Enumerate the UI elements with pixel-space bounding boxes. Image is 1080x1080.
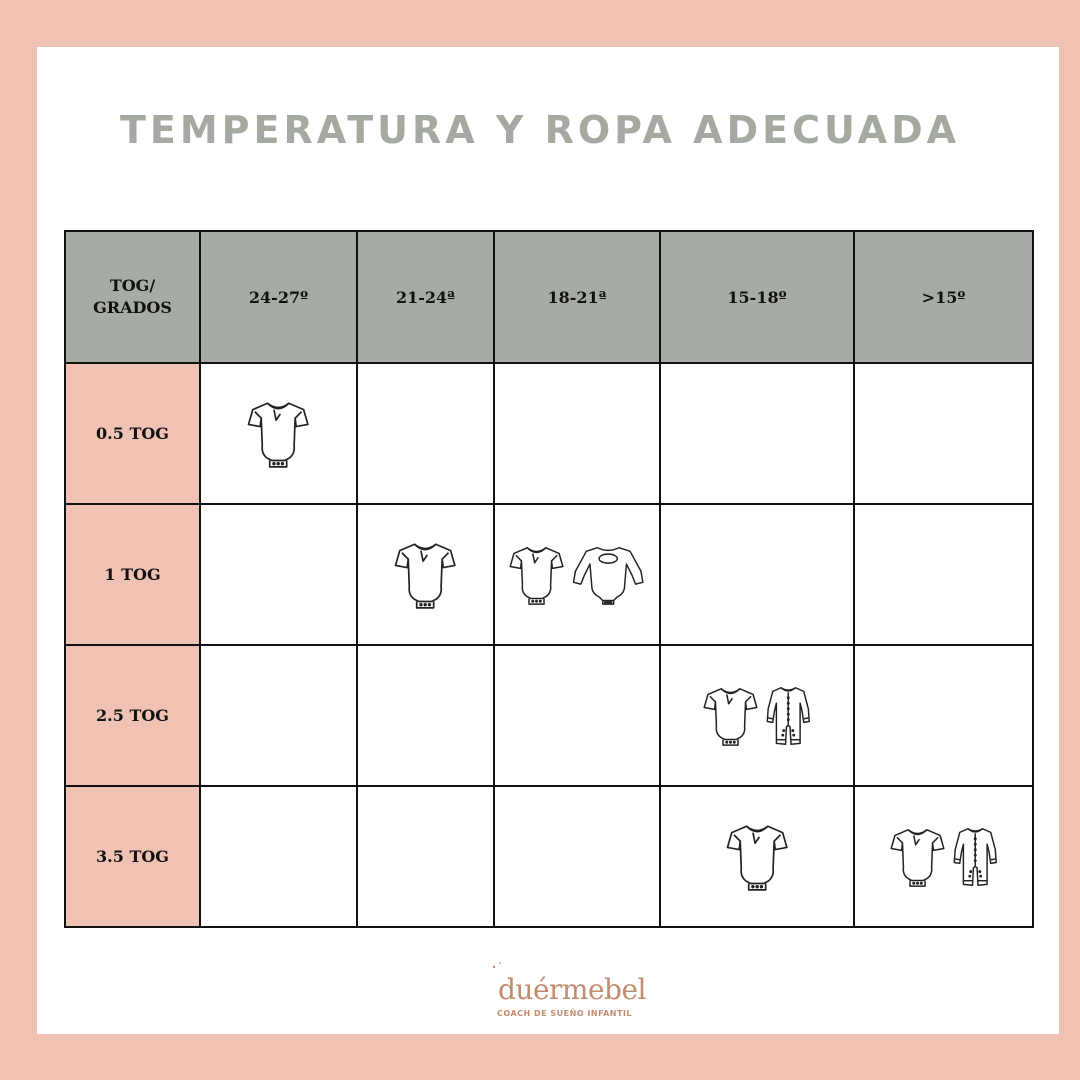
header-row: TOG/ GRADOS 24-27º 21-24ª 18-21ª 15-18º …	[64, 230, 1034, 364]
short-sleeve-bodysuit-icon	[702, 685, 759, 747]
brand-tagline: COACH DE SUEÑO INFANTIL	[497, 1009, 633, 1018]
table-cell	[493, 644, 661, 787]
table-cell	[199, 503, 358, 646]
row-header: 3.5 TOG	[64, 785, 201, 928]
row-header: 1 TOG	[64, 503, 201, 646]
row-header: 2.5 TOG	[64, 644, 201, 787]
brand-name: duérmebel	[498, 973, 646, 1006]
short-sleeve-bodysuit-icon	[725, 822, 789, 892]
row-header: 0.5 TOG	[64, 362, 201, 505]
column-header: 18-21ª	[493, 230, 661, 364]
table-cell	[199, 785, 358, 928]
moon-icon	[455, 961, 501, 1031]
table-cell	[356, 785, 495, 928]
table-cell	[853, 644, 1034, 787]
table-cell	[493, 785, 661, 928]
short-sleeve-bodysuit-icon	[246, 399, 310, 469]
footed-sleeper-icon	[952, 826, 999, 888]
page-title: TEMPERATURA Y ROPA ADECUADA	[119, 108, 961, 152]
brand-logo: duérmebel COACH DE SUEÑO INFANTIL	[450, 955, 646, 1035]
table-cell	[493, 503, 661, 646]
table-cell	[853, 785, 1034, 928]
table-row: 0.5 TOG	[64, 362, 1034, 505]
table-cell	[853, 362, 1034, 505]
table-cell	[659, 785, 855, 928]
table-cell	[199, 644, 358, 787]
table-cell	[659, 362, 855, 505]
tog-temperature-table: TOG/ GRADOS 24-27º 21-24ª 18-21ª 15-18º …	[64, 230, 1034, 928]
table-cell	[356, 644, 495, 787]
table-row: 2.5 TOG	[64, 644, 1034, 787]
table-cell	[356, 362, 495, 505]
short-sleeve-bodysuit-icon	[508, 544, 565, 606]
long-sleeve-bodysuit-icon	[571, 544, 645, 606]
corner-line-2: GRADOS	[93, 298, 172, 317]
table-cell	[659, 644, 855, 787]
corner-line-1: TOG/	[109, 276, 156, 295]
table-cell	[853, 503, 1034, 646]
table-cell	[356, 503, 495, 646]
table-cell	[199, 362, 358, 505]
short-sleeve-bodysuit-icon	[889, 826, 946, 888]
table-row: 3.5 TOG	[64, 785, 1034, 928]
table-row: 1 TOG	[64, 503, 1034, 646]
corner-header: TOG/ GRADOS	[64, 230, 201, 364]
column-header: >15º	[853, 230, 1034, 364]
column-header: 24-27º	[199, 230, 358, 364]
table-cell	[493, 362, 661, 505]
short-sleeve-bodysuit-icon	[393, 540, 457, 610]
column-header: 15-18º	[659, 230, 855, 364]
footed-sleeper-icon	[765, 685, 812, 747]
table-cell	[659, 503, 855, 646]
column-header: 21-24ª	[356, 230, 495, 364]
